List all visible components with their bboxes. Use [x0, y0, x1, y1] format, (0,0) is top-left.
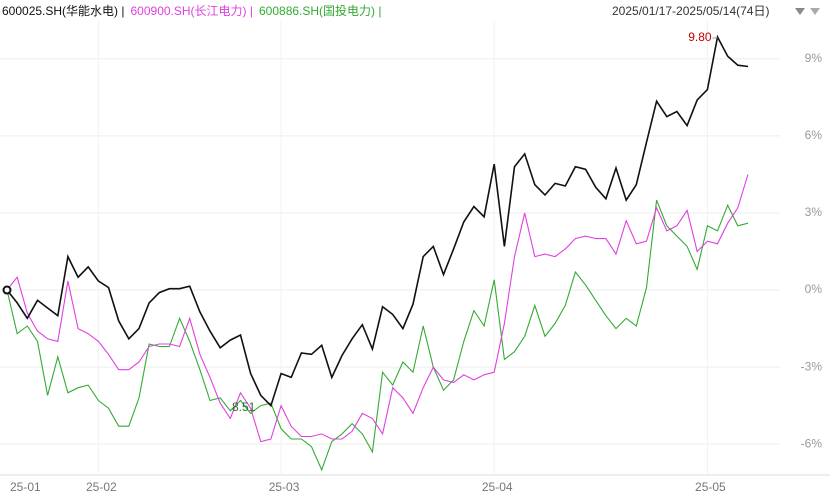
- x-tick-label: 25-04: [482, 480, 513, 494]
- y-tick-label: -6%: [801, 436, 823, 450]
- y-tick-label: 3%: [805, 205, 823, 219]
- x-tick-label: 25-03: [269, 480, 300, 494]
- date-range: 2025/01/17-2025/05/14(74日): [612, 4, 769, 18]
- series-line: [6, 34, 749, 408]
- x-tick-label: 25-01: [10, 480, 41, 494]
- legend-entry: 600886.SH(国投电力) |: [259, 3, 382, 18]
- y-tick-label: -3%: [801, 359, 823, 373]
- dropdown-arrow[interactable]: [810, 8, 820, 15]
- x-tick-label: 25-02: [86, 480, 117, 494]
- y-tick-label: 0%: [805, 282, 823, 296]
- dropdown-arrow[interactable]: [795, 8, 805, 15]
- annotation: 9.80: [688, 30, 712, 44]
- legend-entry: 600025.SH(华能水电) |: [2, 4, 125, 18]
- legend-entry: 600900.SH(长江电力) |: [131, 4, 254, 18]
- y-tick-label: 6%: [805, 128, 823, 142]
- y-tick-label: 9%: [805, 51, 823, 65]
- series-line: [6, 199, 749, 472]
- start-marker: [2, 285, 12, 295]
- series-line: [6, 174, 749, 443]
- annotation: 8.51: [232, 400, 256, 414]
- x-tick-label: 25-05: [695, 480, 726, 494]
